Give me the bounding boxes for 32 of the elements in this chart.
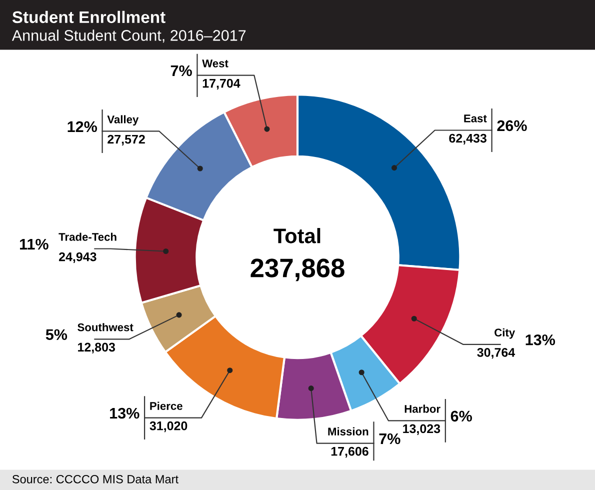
text: 13% bbox=[110, 408, 140, 419]
source-note: Source: CCCCO MIS Data Mart bbox=[12, 475, 178, 484]
data-label: 27,572 bbox=[108, 134, 145, 146]
data-label: 12,803 bbox=[78, 342, 116, 354]
slice-label: City bbox=[494, 328, 516, 339]
text: 12% bbox=[68, 121, 97, 132]
data-label: 31,020 bbox=[150, 421, 188, 432]
text: 7% bbox=[379, 433, 400, 444]
slice-label: West bbox=[202, 60, 228, 68]
text: 7% bbox=[170, 65, 192, 76]
text: 11% bbox=[20, 238, 48, 250]
data-label: 24,943 bbox=[58, 252, 96, 264]
text: 5% bbox=[46, 329, 68, 340]
text: 237,868 bbox=[250, 258, 344, 282]
slice-label: Harbor bbox=[404, 404, 440, 413]
text: 6% bbox=[450, 410, 472, 422]
chart-subtitle: Annual Student Count, 2016–2017 bbox=[12, 30, 246, 43]
slice-label: Pierce bbox=[150, 402, 182, 410]
slice-label: Southwest bbox=[78, 323, 134, 332]
chart-title: Student Enrollment bbox=[12, 10, 166, 24]
text: Total bbox=[274, 228, 320, 244]
data-label: 17,704 bbox=[202, 78, 240, 90]
text: 13% bbox=[526, 334, 556, 346]
slice-label: Trade-Tech bbox=[58, 232, 116, 241]
slice-label: East bbox=[464, 114, 487, 122]
slice-label: Mission bbox=[328, 427, 368, 436]
data-label: 13,023 bbox=[403, 424, 440, 435]
slice-label: Valley bbox=[107, 115, 139, 126]
data-label: 62,433 bbox=[449, 134, 486, 144]
data-label: 17,606 bbox=[331, 446, 368, 458]
data-label: 30,764 bbox=[477, 348, 516, 359]
text: 26% bbox=[497, 120, 527, 132]
